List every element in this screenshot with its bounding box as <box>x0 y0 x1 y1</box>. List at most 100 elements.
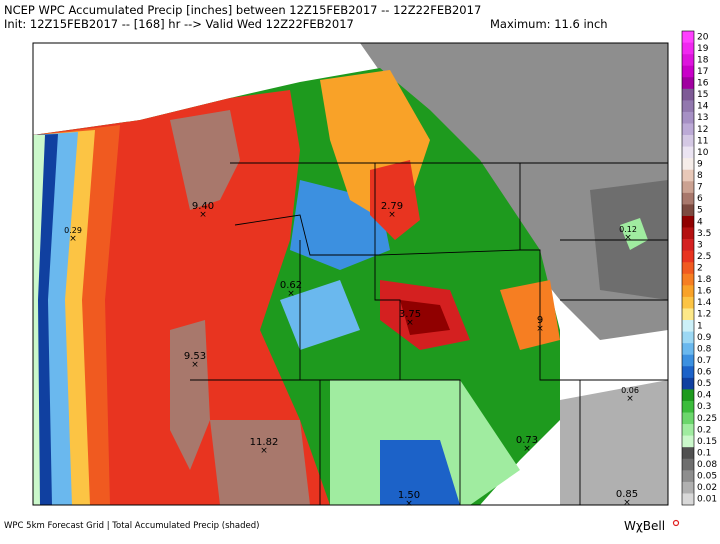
point-marker: × <box>624 233 632 243</box>
legend-label: 18 <box>697 55 709 65</box>
legend-label: 0.05 <box>697 472 717 482</box>
point-value: 9.53 <box>184 351 206 362</box>
point-marker: × <box>523 444 531 454</box>
legend-swatch <box>682 481 694 494</box>
point-labels: ×9.40×0.29×2.79×0.12×0.62×3.75×9×9.53×0.… <box>64 201 639 509</box>
legend-swatch <box>682 192 694 205</box>
point-value: 9.40 <box>192 201 214 212</box>
footer: WPC 5km Forecast Grid | Total Accumulate… <box>4 521 259 531</box>
point-value: 1.50 <box>398 490 420 501</box>
legend-swatch <box>682 227 694 240</box>
point-marker: × <box>406 318 414 328</box>
legend-swatch <box>682 111 694 124</box>
legend-label: 0.9 <box>697 333 712 343</box>
legend-swatch <box>682 215 694 228</box>
legend-swatch <box>682 250 694 263</box>
point-value: 0.29 <box>64 226 82 235</box>
legend-label: 3.5 <box>697 229 711 239</box>
point-marker: × <box>405 499 413 509</box>
legend-label: 0.01 <box>697 495 717 505</box>
legend-label: 2.5 <box>697 252 711 262</box>
legend-frame <box>681 30 695 506</box>
legend-swatch <box>682 447 694 460</box>
legend-label: 16 <box>697 79 709 89</box>
point-value: 9 <box>537 315 543 326</box>
point-marker: × <box>623 498 631 508</box>
point-value: 3.75 <box>399 309 421 320</box>
point-value: 0.06 <box>621 386 639 395</box>
header-maximum: Maximum: 11.6 inch <box>490 17 608 31</box>
legend-swatch <box>682 65 694 78</box>
legend-label: 1.8 <box>697 275 712 285</box>
legend-swatch <box>682 239 694 251</box>
legend-label: 1 <box>697 321 703 331</box>
legend-swatch <box>682 273 694 286</box>
legend-label: 7 <box>697 183 703 193</box>
legend-label: 2 <box>697 264 703 274</box>
point-marker: × <box>191 360 199 370</box>
legend-label: 0.4 <box>697 391 712 401</box>
legend-label: 14 <box>697 102 709 112</box>
legend-swatch <box>682 296 694 309</box>
point-value: 0.85 <box>616 489 638 500</box>
legend-label: 0.6 <box>697 368 712 378</box>
legend-swatch <box>682 135 694 147</box>
logo-dot <box>672 519 680 527</box>
legend-swatch <box>682 285 694 298</box>
legend-swatch <box>682 412 694 425</box>
legend-swatch <box>682 343 694 356</box>
legend-swatch <box>682 54 694 66</box>
legend-swatch <box>682 169 694 182</box>
legend-swatch <box>682 308 694 321</box>
point-marker: × <box>199 210 207 220</box>
legend-swatch <box>682 470 694 483</box>
legend-swatch <box>682 320 694 332</box>
legend-label: 1.6 <box>697 287 712 297</box>
legend-label: 0.3 <box>697 402 711 412</box>
legend-swatch <box>682 389 694 402</box>
legend-label: 4 <box>697 217 703 227</box>
point-value: 11.82 <box>250 437 279 448</box>
legend-label: 0.08 <box>697 460 717 470</box>
legend-swatch <box>682 100 694 113</box>
legend-label: 3 <box>697 240 703 250</box>
point-marker: × <box>388 210 396 220</box>
legend-swatch <box>682 424 694 436</box>
legend-swatch <box>682 181 694 194</box>
legend-label: 1.4 <box>697 298 712 308</box>
legend-label: 10 <box>697 148 709 158</box>
legend-swatch <box>682 123 694 136</box>
legend-swatch <box>682 400 694 413</box>
logo: WχBell <box>624 519 665 533</box>
legend-label: 15 <box>697 90 708 100</box>
point-marker: × <box>287 289 295 299</box>
legend-swatch <box>682 88 694 101</box>
legend-swatch <box>682 331 694 344</box>
legend-swatch <box>682 77 694 90</box>
legend-label: 8 <box>697 171 703 181</box>
point-value: 0.12 <box>619 225 637 234</box>
point-value: 0.73 <box>516 435 538 446</box>
map <box>32 42 669 506</box>
legend-swatch <box>682 31 694 43</box>
header-line1: NCEP WPC Accumulated Precip [inches] bet… <box>4 3 481 17</box>
legend-label: 0.02 <box>697 483 717 493</box>
legend-label: 20 <box>697 32 709 42</box>
legend-swatch <box>682 42 694 55</box>
legend-label: 5 <box>697 206 703 216</box>
legend-swatch <box>682 366 694 379</box>
legend-label: 0.15 <box>697 437 717 447</box>
legend-label: 0.8 <box>697 344 712 354</box>
legend-swatch <box>682 458 694 471</box>
legend-label: 0.5 <box>697 379 711 389</box>
legend-swatch <box>682 262 694 275</box>
legend-label: 11 <box>697 136 708 146</box>
point-marker: × <box>69 234 77 244</box>
legend-label: 0.25 <box>697 414 717 424</box>
legend-label: 0.2 <box>697 425 711 435</box>
point-value: 2.79 <box>381 201 403 212</box>
legend-swatch <box>682 158 694 171</box>
legend-label: 17 <box>697 67 708 77</box>
